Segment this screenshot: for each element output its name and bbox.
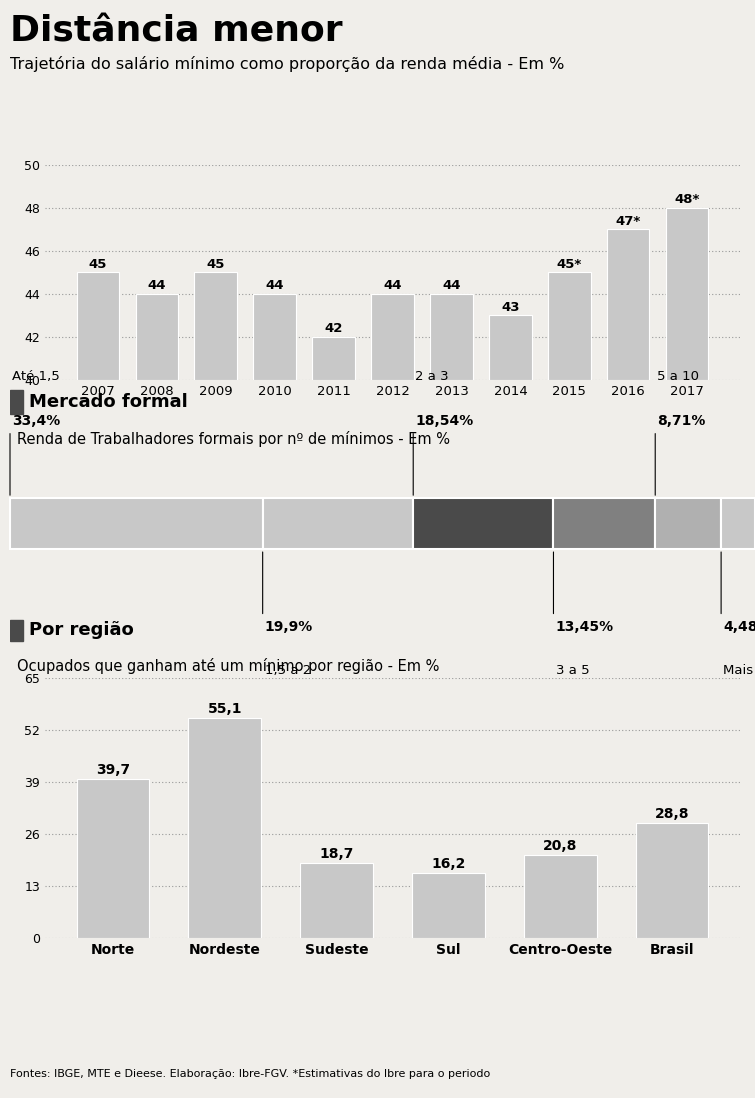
Text: 44: 44 [265,279,284,292]
Bar [655,498,721,549]
Bar [430,294,473,380]
Text: 39,7: 39,7 [96,763,130,777]
Text: 45: 45 [207,258,225,271]
Bar [636,822,708,938]
Bar [524,855,596,938]
Text: 33,4%: 33,4% [12,414,60,427]
Bar [195,272,237,380]
Text: 28,8: 28,8 [655,807,689,821]
Bar [300,863,373,938]
Text: 44: 44 [384,279,402,292]
Text: 42: 42 [325,323,343,335]
Text: Até 1,5: Até 1,5 [12,370,60,383]
Bar [548,272,590,380]
Text: 47*: 47* [615,215,641,227]
Text: Trajetória do salário mínimo como proporção da renda média - Em %: Trajetória do salário mínimo como propor… [10,56,565,72]
Text: 55,1: 55,1 [208,702,242,716]
Bar [313,337,355,380]
Text: 45*: 45* [556,258,582,271]
Text: 8,71%: 8,71% [658,414,706,427]
Bar [136,294,178,380]
Bar [76,272,119,380]
Text: 4,48%: 4,48% [723,619,755,634]
Bar [10,620,23,641]
Bar [721,498,755,549]
Bar [412,873,485,938]
Text: Por região: Por região [29,621,134,639]
Text: 5 a 10: 5 a 10 [658,370,699,383]
Text: Mais de 10: Mais de 10 [723,664,755,677]
Text: 13,45%: 13,45% [556,619,614,634]
Bar [76,780,149,938]
Text: 20,8: 20,8 [543,839,578,853]
Text: 3 a 5: 3 a 5 [556,664,590,677]
Text: 18,54%: 18,54% [415,414,473,427]
Bar [489,315,532,380]
Text: 19,9%: 19,9% [265,619,313,634]
Bar [666,208,708,380]
Bar [371,294,414,380]
Bar [10,391,23,414]
Bar [413,498,553,549]
Text: 1,5 a 2: 1,5 a 2 [265,664,311,677]
Text: 16,2: 16,2 [431,858,466,871]
Text: Mercado formal: Mercado formal [29,393,187,411]
Text: Ocupados que ganham até um mínimo por região - Em %: Ocupados que ganham até um mínimo por re… [17,658,440,673]
Text: 18,7: 18,7 [319,848,354,861]
Text: 43: 43 [501,301,519,314]
Bar [607,229,649,380]
Text: Distância menor: Distância menor [10,15,343,49]
Text: 44: 44 [147,279,166,292]
Text: 2 a 3: 2 a 3 [415,370,449,383]
Bar [10,498,263,549]
Bar [263,498,413,549]
Bar [254,294,296,380]
Text: Renda de Trabalhadores formais por nº de mínimos - Em %: Renda de Trabalhadores formais por nº de… [17,432,451,447]
Text: 44: 44 [442,279,461,292]
Bar [553,498,655,549]
Text: 45: 45 [88,258,107,271]
Bar [189,718,261,938]
Text: 48*: 48* [674,193,700,206]
Text: Fontes: IBGE, MTE e Dieese. Elaboração: Ibre-FGV. *Estimativas do Ibre para o pe: Fontes: IBGE, MTE e Dieese. Elaboração: … [10,1069,490,1079]
